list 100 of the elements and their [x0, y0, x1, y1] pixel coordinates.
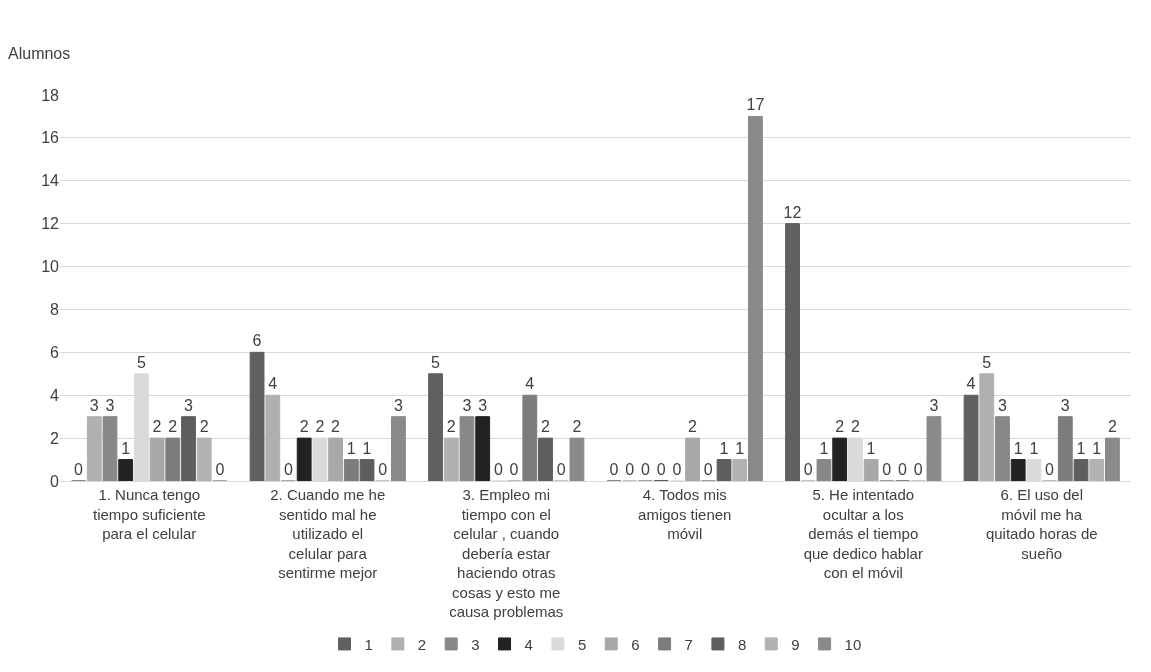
data-label: 0 [609, 461, 619, 478]
data-label: 2 [850, 418, 860, 436]
bar [716, 459, 732, 481]
data-label: 1 [346, 439, 356, 457]
legend-label: 3 [471, 635, 480, 653]
bar [963, 394, 979, 481]
bar [538, 437, 553, 481]
data-label: 2 [541, 418, 551, 436]
bar [863, 459, 879, 481]
y-tick-label: 18 [41, 86, 60, 104]
data-label: 1 [719, 439, 729, 457]
bar [1057, 416, 1073, 481]
data-label: 3 [89, 396, 99, 414]
x-tick-label: 4. Todos mis amigos tienen móvil [638, 486, 732, 542]
y-tick-label: 4 [50, 386, 60, 404]
bar [196, 437, 212, 481]
data-label: 2 [572, 418, 582, 436]
y-tick-label: 2 [50, 429, 60, 447]
data-label: 2 [688, 418, 698, 436]
data-label: 5 [431, 353, 441, 371]
bar [926, 416, 942, 481]
bar [685, 437, 701, 481]
data-label: 2 [835, 418, 845, 436]
legend-label: 6 [631, 635, 640, 653]
data-label: 0 [378, 461, 388, 478]
data-label: 0 [493, 461, 503, 478]
data-label: 0 [556, 461, 566, 478]
data-label: 12 [783, 203, 802, 221]
data-label: 6 [252, 332, 262, 350]
bar [428, 373, 443, 481]
data-label: 0 [509, 461, 519, 478]
legend-label: 5 [577, 635, 587, 653]
data-label: 2 [152, 418, 162, 436]
bar [1073, 459, 1089, 481]
bar [359, 459, 375, 481]
data-label: 5 [136, 353, 146, 371]
bar [995, 416, 1010, 481]
bar [343, 459, 359, 481]
data-label: 1 [735, 439, 745, 457]
data-label: 3 [1060, 396, 1070, 414]
bar [816, 459, 832, 481]
x-tick-label: 5. He intentado ocultar a los demás el tiempo que dedico hablar con el móvil [803, 486, 923, 581]
bar [522, 394, 538, 481]
bar [1010, 459, 1026, 481]
legend-label: 1 [364, 635, 373, 653]
y-axis-title: Alumnos [8, 45, 71, 62]
legend-label: 8 [737, 635, 747, 653]
y-tick-label: 14 [41, 172, 60, 190]
x-tick-label: 2. Cuando me he sentido mal he utilizado el celular para sentirme mejor [270, 486, 386, 581]
data-label: 0 [882, 461, 892, 478]
data-label: 1 [362, 439, 372, 457]
data-label: 3 [393, 396, 403, 414]
bar [328, 437, 344, 481]
bar [832, 437, 848, 481]
bar [391, 416, 406, 481]
data-label: 1 [121, 439, 131, 457]
data-label: 3 [105, 396, 115, 414]
x-tick-label: 1. Nunca tengo tiempo suficiente para el celular [92, 486, 206, 542]
data-label: 2 [315, 418, 325, 436]
data-label: 3 [478, 396, 488, 414]
data-label: 0 [913, 461, 923, 478]
data-label: 0 [672, 461, 682, 478]
data-label: 3 [462, 396, 472, 414]
bar [785, 223, 800, 481]
data-label: 0 [1045, 461, 1055, 478]
x-tick-label: 6. El uso del móvil me ha quitado horas de sueño [985, 486, 1098, 562]
bar [979, 373, 995, 481]
data-label: 0 [803, 461, 813, 478]
bar [86, 416, 102, 481]
data-label: 1 [866, 439, 876, 457]
data-label: 1 [1013, 439, 1023, 457]
data-label: 0 [898, 461, 908, 478]
data-label: 2 [331, 418, 341, 436]
data-label: 3 [929, 396, 939, 414]
bar [118, 459, 134, 481]
y-tick-label: 0 [50, 472, 60, 490]
bar [459, 416, 475, 481]
data-label: 1 [1092, 439, 1102, 457]
data-label: 3 [997, 396, 1007, 414]
data-label: 4 [525, 375, 535, 393]
bar [443, 437, 459, 481]
bar [165, 437, 181, 481]
bar [569, 437, 585, 481]
data-label: 2 [199, 418, 209, 436]
data-label: 3 [184, 396, 194, 414]
data-label: 0 [74, 461, 84, 478]
y-tick-label: 12 [41, 215, 60, 233]
data-label: 17 [746, 96, 765, 114]
bar [748, 115, 763, 481]
y-tick-label: 6 [50, 343, 60, 361]
legend-label: 2 [417, 635, 427, 653]
data-label: 0 [625, 461, 635, 478]
data-label: 2 [299, 418, 309, 436]
data-label: 1 [1029, 439, 1039, 457]
y-tick-label: 10 [41, 258, 60, 276]
bar [475, 416, 491, 481]
bar [265, 394, 281, 481]
data-label: 0 [640, 461, 650, 478]
legend-label: 7 [684, 635, 693, 653]
bar [1105, 437, 1120, 481]
